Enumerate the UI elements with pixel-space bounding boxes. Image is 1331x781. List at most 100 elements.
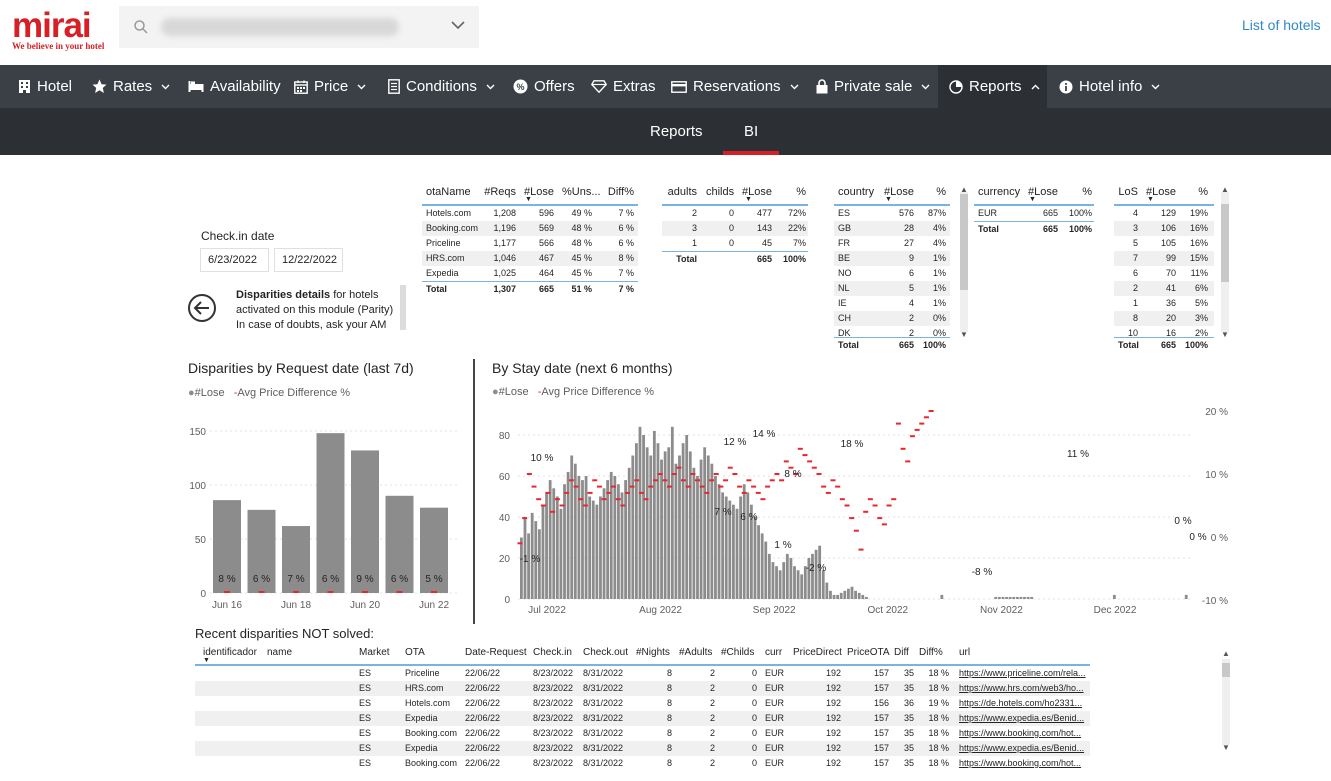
bar[interactable] bbox=[1005, 596, 1008, 599]
nav-reports[interactable]: Reports bbox=[938, 65, 1047, 108]
bar[interactable] bbox=[825, 582, 829, 599]
bar[interactable] bbox=[843, 590, 847, 599]
bar[interactable] bbox=[710, 463, 714, 599]
table-row[interactable]: 2 41 6% bbox=[1114, 281, 1214, 296]
table-row[interactable]: FR 27 4% bbox=[834, 236, 950, 251]
bar[interactable] bbox=[282, 526, 310, 593]
bar[interactable] bbox=[595, 504, 599, 599]
bar[interactable] bbox=[1112, 594, 1116, 599]
bar[interactable] bbox=[351, 450, 379, 593]
table-row[interactable]: 7 99 15% bbox=[1114, 251, 1214, 266]
table-row[interactable]: ES Priceline 22/06/22 8/23/2022 8/31/2022 8 2 0… bbox=[195, 666, 1090, 681]
bar[interactable] bbox=[606, 480, 610, 599]
nav-private-sale[interactable]: Private sale bbox=[816, 65, 936, 108]
bar[interactable] bbox=[674, 463, 678, 599]
mirai-logo[interactable]: mirai We believe in your hotel bbox=[12, 8, 112, 51]
bar[interactable] bbox=[577, 476, 581, 599]
scroll-down-icon[interactable]: ▼ bbox=[1221, 330, 1229, 339]
bar[interactable] bbox=[940, 594, 944, 599]
nav-hotel[interactable]: Hotel bbox=[18, 65, 72, 108]
sort-desc-icon[interactable]: ▼ bbox=[525, 196, 532, 203]
bar[interactable] bbox=[717, 484, 721, 599]
scrollbar[interactable] bbox=[400, 285, 406, 330]
url-link[interactable]: https://www.booking.com/hot... bbox=[959, 758, 1082, 768]
scroll-up-icon[interactable]: ▲ bbox=[1222, 649, 1230, 658]
table-row[interactable]: ES Booking.com 22/06/22 8/23/2022 8/31/2022 8… bbox=[195, 756, 1090, 771]
bar[interactable] bbox=[545, 492, 548, 599]
bar[interactable] bbox=[793, 566, 796, 599]
table-header[interactable]: childs bbox=[706, 186, 735, 198]
bar[interactable] bbox=[836, 594, 840, 599]
table-header[interactable]: country bbox=[838, 186, 875, 198]
bar[interactable] bbox=[800, 574, 804, 599]
table-row[interactable]: Expedia 1,025 464 45 % 7 % bbox=[422, 266, 638, 281]
bar[interactable] bbox=[782, 562, 786, 599]
bar[interactable] bbox=[832, 594, 836, 599]
bar[interactable] bbox=[627, 467, 631, 599]
checkin-from-input[interactable]: 6/23/2022 bbox=[200, 248, 269, 272]
bar[interactable] bbox=[857, 592, 861, 599]
table-header[interactable]: % bbox=[936, 186, 946, 198]
sort-desc-icon[interactable]: ▼ bbox=[745, 196, 752, 203]
bar[interactable] bbox=[775, 566, 778, 599]
list-of-hotels-link[interactable]: List of hotels bbox=[1242, 17, 1321, 33]
bar[interactable] bbox=[796, 570, 800, 599]
bar[interactable] bbox=[634, 443, 638, 599]
table-row[interactable]: CH 2 0% bbox=[834, 311, 950, 326]
bar[interactable] bbox=[617, 484, 620, 599]
bar[interactable] bbox=[652, 430, 656, 599]
scroll-down-icon[interactable]: ▼ bbox=[960, 330, 968, 339]
bar[interactable] bbox=[861, 594, 865, 599]
table-header[interactable]: otaName bbox=[426, 186, 471, 198]
url-link[interactable]: https://www.hrs.com/web3/ho... bbox=[959, 683, 1084, 693]
bar[interactable] bbox=[631, 455, 635, 600]
bar[interactable] bbox=[688, 451, 692, 599]
bar[interactable] bbox=[1030, 596, 1034, 599]
bar[interactable] bbox=[778, 570, 782, 599]
bar[interactable] bbox=[753, 517, 757, 599]
table-row[interactable]: ES Expedia 22/06/22 8/23/2022 8/31/2022 8 2 0 EU… bbox=[195, 741, 1090, 756]
bar[interactable] bbox=[814, 549, 818, 599]
tab-bi[interactable]: BI bbox=[744, 123, 759, 140]
bar[interactable] bbox=[1019, 596, 1023, 599]
scrollbar-thumb[interactable] bbox=[960, 194, 968, 290]
bar[interactable] bbox=[764, 541, 768, 599]
nav-rates[interactable]: Rates bbox=[92, 65, 176, 108]
bar[interactable] bbox=[527, 533, 530, 599]
bar[interactable] bbox=[706, 455, 710, 600]
bar[interactable] bbox=[620, 492, 624, 599]
arrow-left-circle-icon[interactable] bbox=[187, 293, 217, 323]
bar[interactable] bbox=[767, 553, 771, 599]
bar[interactable] bbox=[685, 435, 689, 599]
table-header[interactable]: url bbox=[959, 647, 971, 658]
scrollbar[interactable] bbox=[1221, 192, 1229, 332]
table-header[interactable]: Check.in bbox=[533, 647, 572, 658]
url-link[interactable]: https://www.booking.com/hot... bbox=[959, 728, 1082, 738]
table-header[interactable]: currency bbox=[978, 186, 1021, 198]
bar[interactable] bbox=[785, 553, 789, 599]
table-row[interactable]: NL 5 1% bbox=[834, 281, 950, 296]
bar[interactable] bbox=[735, 508, 739, 599]
bar[interactable] bbox=[839, 592, 843, 599]
nav-conditions[interactable]: Conditions bbox=[388, 65, 501, 108]
bar[interactable] bbox=[552, 488, 556, 599]
table-header[interactable]: % bbox=[1198, 186, 1208, 198]
nav-price[interactable]: Price bbox=[294, 65, 372, 108]
bar[interactable] bbox=[541, 504, 545, 599]
bar[interactable] bbox=[771, 562, 775, 599]
table-row[interactable]: 3 106 16% bbox=[1114, 221, 1214, 236]
table-row[interactable]: ES 576 87% bbox=[834, 206, 950, 221]
bar[interactable] bbox=[699, 459, 703, 599]
tab-reports[interactable]: Reports bbox=[650, 123, 703, 140]
bar[interactable] bbox=[1008, 596, 1012, 599]
table-row[interactable]: Priceline 1,177 566 48 % 6 % bbox=[422, 236, 638, 251]
hotel-search-select[interactable] bbox=[119, 6, 479, 48]
bar[interactable] bbox=[829, 590, 832, 599]
table-header[interactable]: adults bbox=[667, 186, 697, 198]
table-header[interactable]: #Nights bbox=[636, 647, 670, 658]
bar[interactable] bbox=[703, 447, 707, 599]
bar[interactable] bbox=[760, 533, 764, 599]
table-header[interactable]: %Uns... bbox=[562, 186, 601, 198]
table-header[interactable]: #Lose bbox=[524, 186, 554, 198]
bar[interactable] bbox=[807, 558, 811, 599]
